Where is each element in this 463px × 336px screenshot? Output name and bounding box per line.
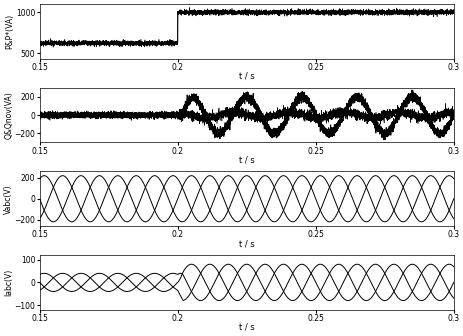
Y-axis label: P&P*(VA): P&P*(VA) — [6, 14, 15, 49]
X-axis label: t / s: t / s — [238, 239, 254, 248]
Y-axis label: Iabc(V): Iabc(V) — [4, 269, 13, 296]
Y-axis label: Q&Qnov(VA): Q&Qnov(VA) — [4, 91, 13, 139]
Y-axis label: Vabc(V): Vabc(V) — [4, 184, 13, 214]
X-axis label: t / s: t / s — [238, 156, 254, 165]
X-axis label: t / s: t / s — [238, 72, 254, 81]
X-axis label: t / s: t / s — [238, 323, 254, 332]
